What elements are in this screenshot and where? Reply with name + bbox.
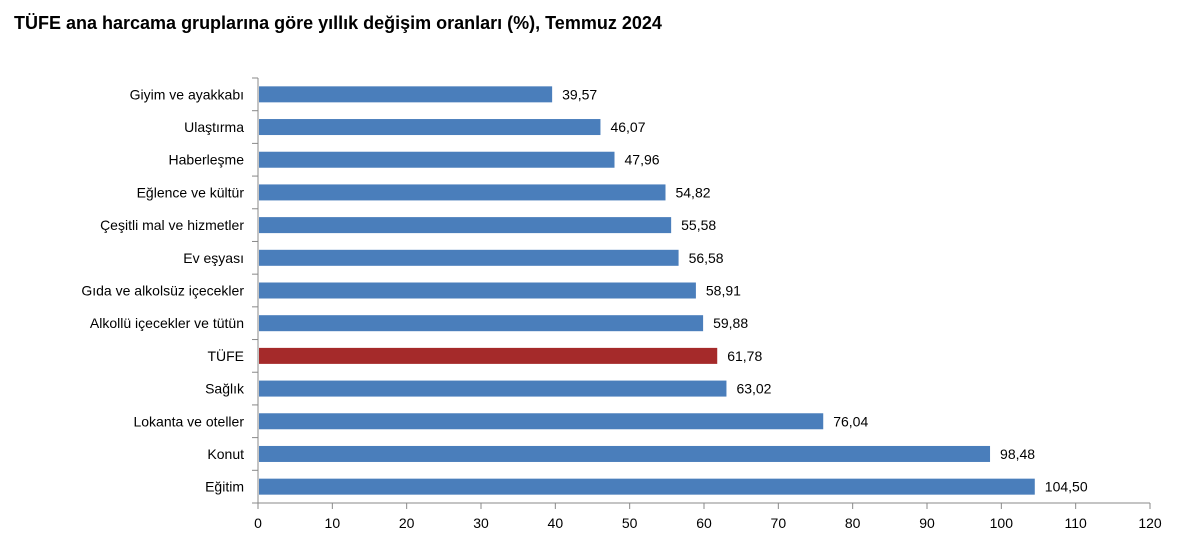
bar (259, 380, 727, 397)
x-tick-label: 30 (473, 515, 489, 531)
x-tick-label: 80 (845, 515, 861, 531)
x-tick-label: 100 (990, 515, 1014, 531)
category-label: Haberleşme (169, 152, 245, 168)
x-tick-label: 10 (325, 515, 341, 531)
value-label: 76,04 (833, 413, 868, 429)
value-label: 56,58 (689, 250, 724, 266)
value-label: 104,50 (1045, 479, 1088, 495)
x-tick-label: 40 (548, 515, 564, 531)
x-tick-label: 60 (696, 515, 712, 531)
value-label: 63,02 (736, 381, 771, 397)
x-tick-label: 120 (1138, 515, 1162, 531)
bar (259, 315, 704, 332)
category-label: Ulaştırma (184, 119, 244, 135)
bar (259, 151, 615, 168)
category-label: TÜFE (207, 347, 244, 364)
x-tick-label: 50 (622, 515, 638, 531)
value-label: 47,96 (625, 152, 660, 168)
value-label: 54,82 (675, 184, 710, 200)
bar (259, 282, 696, 299)
x-tick-label: 0 (254, 515, 262, 531)
value-label: 98,48 (1000, 446, 1035, 462)
bar (259, 478, 1035, 495)
bar (259, 86, 553, 103)
value-label: 55,58 (681, 217, 716, 233)
bar (259, 445, 991, 462)
category-label: Ev eşyası (183, 250, 244, 266)
bar-highlight (259, 347, 718, 364)
category-label: Giyim ve ayakkabı (130, 86, 244, 102)
x-tick-label: 70 (771, 515, 787, 531)
bar (259, 119, 601, 136)
value-label: 61,78 (727, 348, 762, 364)
category-label: Konut (207, 446, 244, 462)
bar (259, 413, 824, 430)
value-label: 39,57 (562, 86, 597, 102)
value-label: 58,91 (706, 283, 741, 299)
category-label: Eğitim (205, 479, 244, 495)
chart-title: TÜFE ana harcama gruplarına göre yıllık … (14, 13, 662, 33)
bar (259, 249, 679, 266)
bar (259, 217, 672, 234)
category-label: Lokanta ve oteller (133, 413, 244, 429)
value-label: 59,88 (713, 315, 748, 331)
x-tick-label: 90 (919, 515, 935, 531)
category-label: Sağlık (205, 381, 245, 397)
bar (259, 184, 666, 201)
x-tick-label: 20 (399, 515, 415, 531)
x-tick-label: 110 (1065, 515, 1088, 531)
category-label: Gıda ve alkolsüz içecekler (81, 283, 244, 299)
category-label: Alkollü içecekler ve tütün (90, 315, 244, 331)
value-label: 46,07 (610, 119, 645, 135)
category-label: Eğlence ve kültür (137, 184, 245, 200)
category-label: Çeşitli mal ve hizmetler (100, 217, 244, 233)
